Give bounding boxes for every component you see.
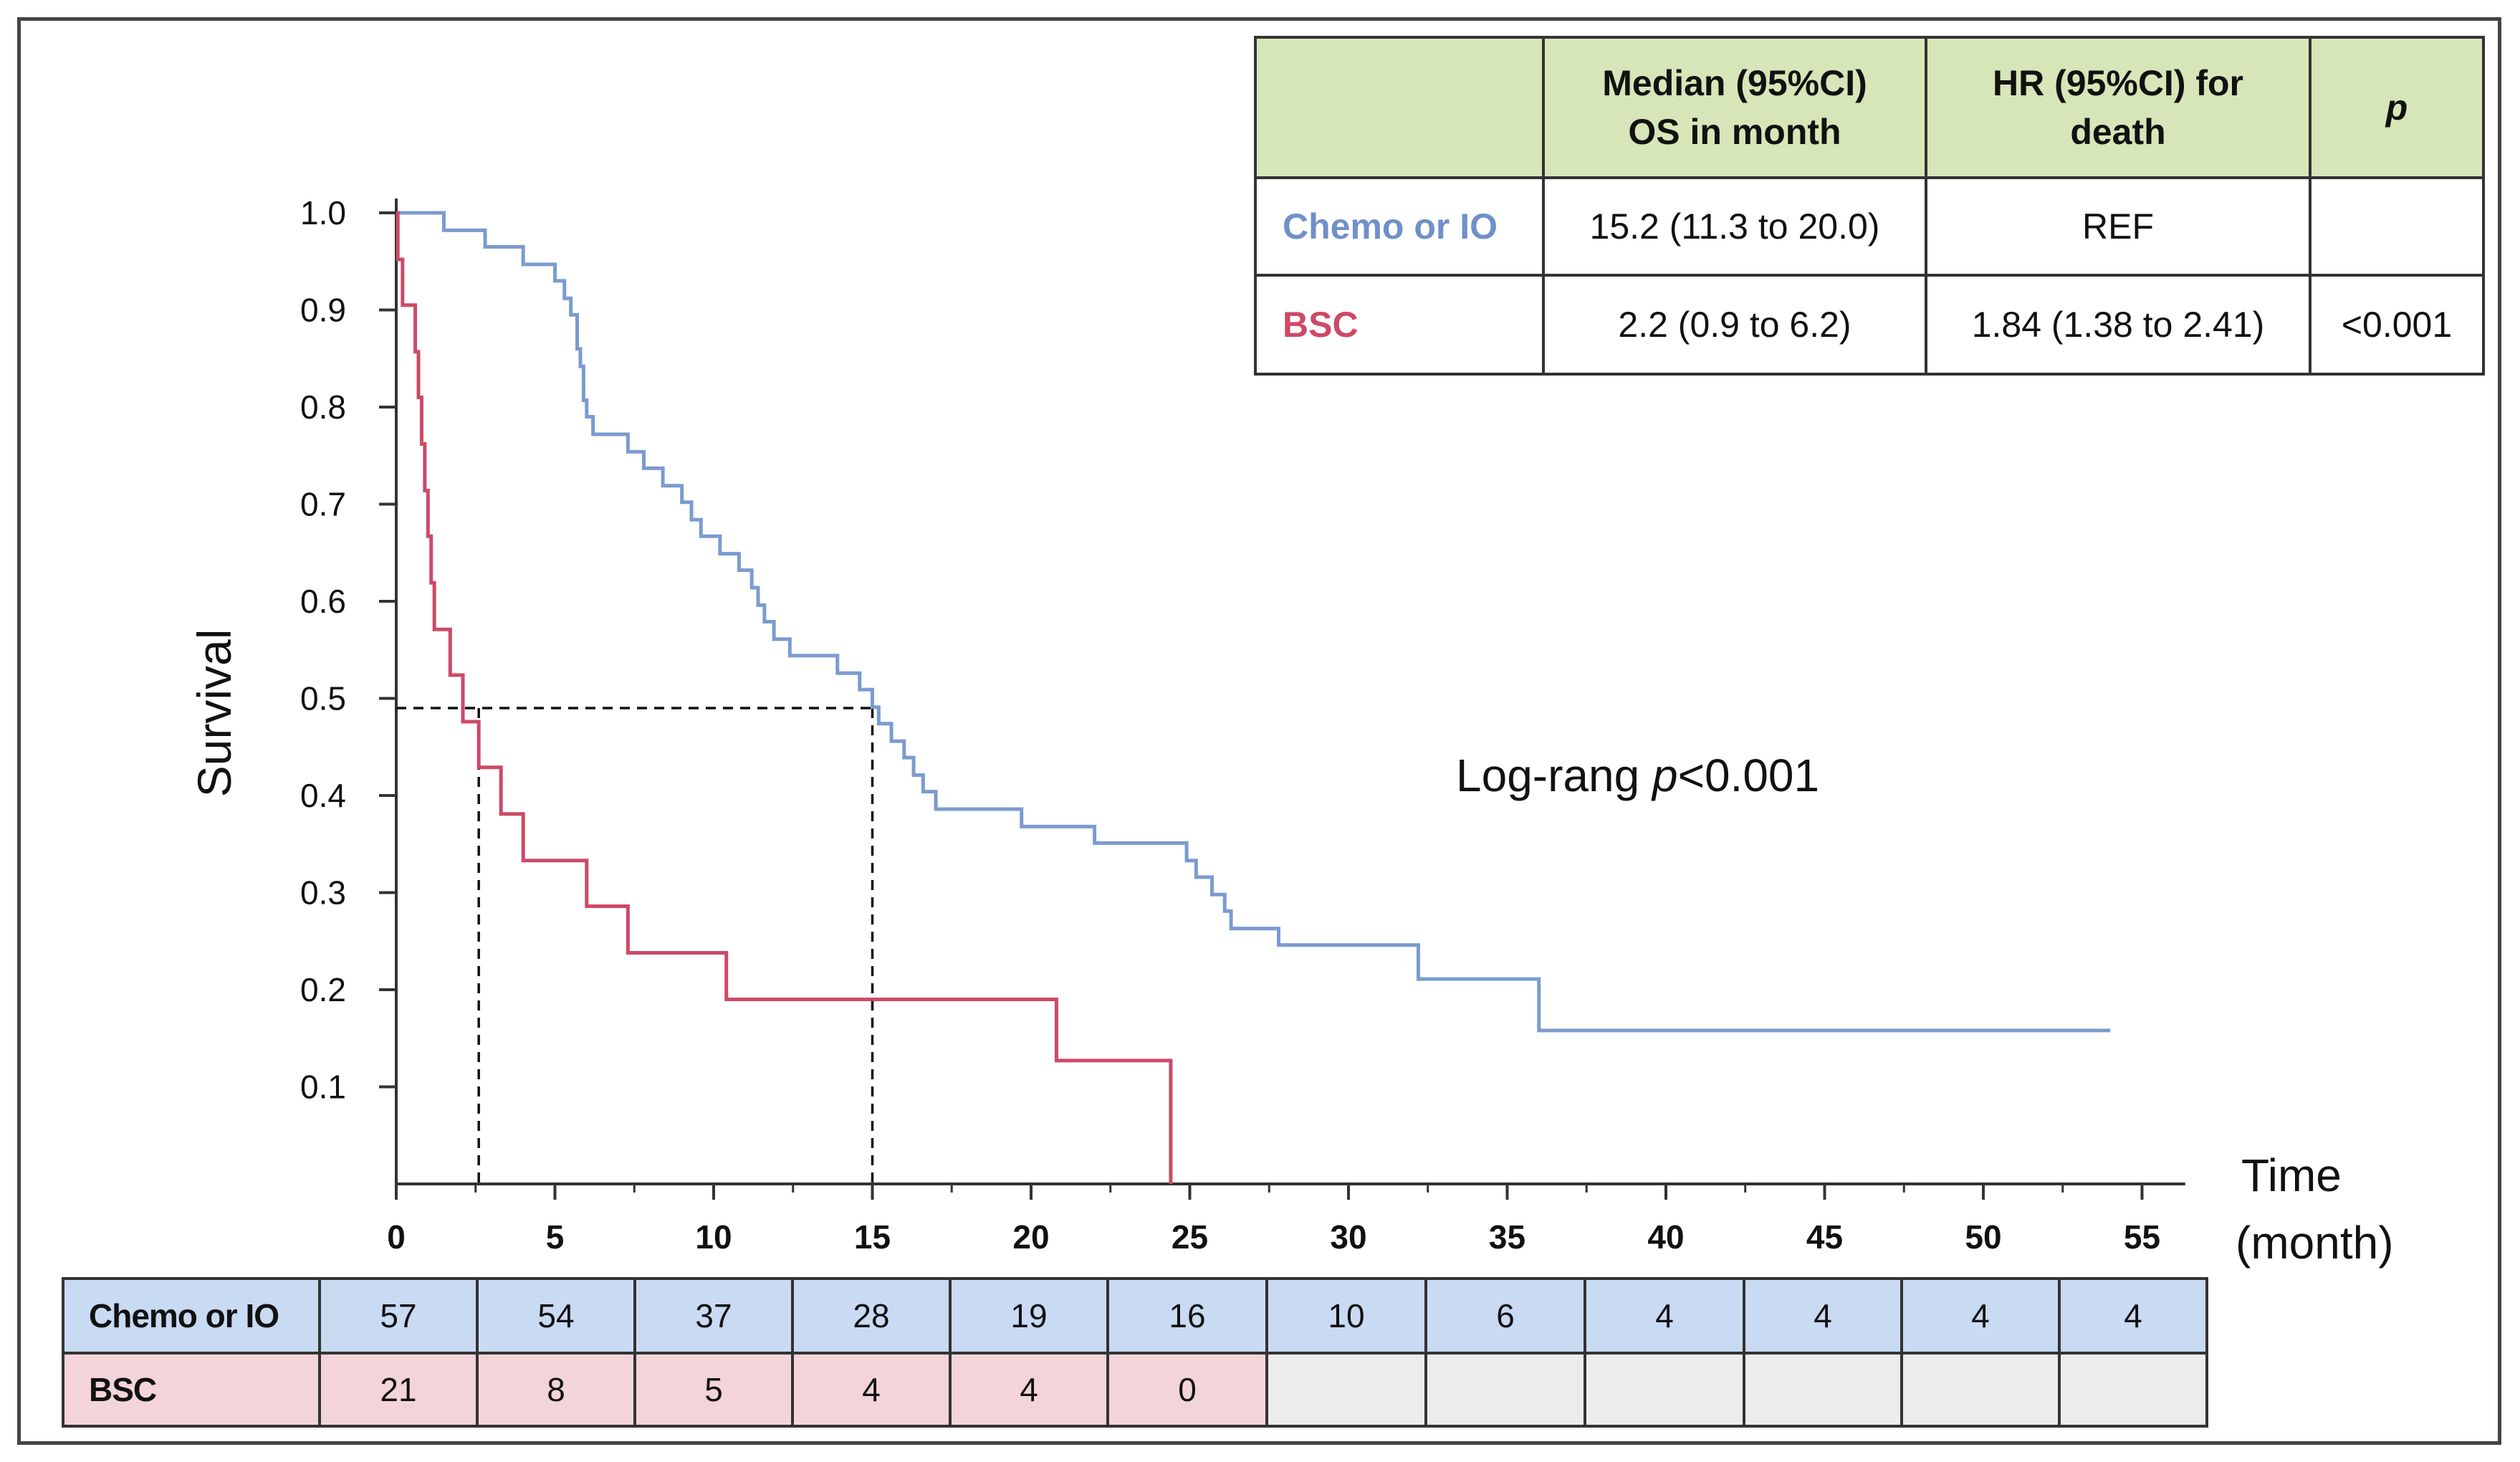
risk-cell: 28	[791, 1277, 952, 1354]
x-tick-label: 50	[1965, 1218, 2001, 1256]
stats-median-bsc: 2.2 (0.9 to 6.2)	[1542, 274, 1927, 376]
stats-p-bsc: <0.001	[2309, 274, 2485, 376]
risk-table: Chemo or IO 57 54 37 28 19 16 10 6 4 4 4…	[62, 1277, 2208, 1428]
x-tick-label: 30	[1330, 1218, 1366, 1256]
risk-cell: 10	[1265, 1277, 1427, 1354]
stats-header-p: p	[2309, 36, 2485, 179]
y-tick-label: 0.2	[300, 971, 346, 1008]
x-tick-label: 45	[1806, 1218, 1843, 1256]
stats-header-hr: HR (95%CI) for death	[1925, 36, 2311, 179]
risk-cell: 4	[1743, 1277, 1903, 1354]
x-tick-label: 0	[387, 1218, 406, 1256]
risk-cell: 4	[2058, 1277, 2208, 1354]
x-tick-label: 35	[1489, 1218, 1525, 1256]
risk-label-bsc: BSC	[62, 1352, 321, 1428]
y-tick-label: 1.0	[300, 194, 346, 231]
risk-cell: 37	[633, 1277, 794, 1354]
stats-median-chemo: 15.2 (11.3 to 20.0)	[1542, 176, 1927, 277]
y-tick-label: 0.9	[300, 292, 346, 329]
risk-cell: 54	[476, 1277, 636, 1354]
x-axis-title-line1: Time	[2241, 1150, 2342, 1201]
stats-hr-bsc: 1.84 (1.38 to 2.41)	[1925, 274, 2311, 376]
curve-chemo-or-io	[396, 211, 2111, 1033]
y-axis-title: Survival	[188, 629, 241, 798]
stats-hr-chemo: REF	[1925, 176, 2311, 277]
risk-cell: 21	[318, 1352, 479, 1428]
x-tick-label: 10	[695, 1218, 732, 1256]
x-tick-label: 40	[1647, 1218, 1684, 1256]
stats-row-chemo: Chemo or IO 15.2 (11.3 to 20.0) REF	[1254, 176, 2485, 277]
logrank-annotation: Log-rang p<0.001	[1456, 750, 1819, 801]
stats-header-row: Median (95%CI) OS in month HR (95%CI) fo…	[1254, 36, 2485, 179]
risk-cell: 6	[1424, 1277, 1586, 1354]
y-tick-label: 0.7	[300, 486, 346, 523]
risk-row-chemo: Chemo or IO 57 54 37 28 19 16 10 6 4 4 4…	[62, 1277, 2208, 1354]
y-tick-label: 0.1	[300, 1069, 346, 1106]
x-tick-label: 5	[546, 1218, 565, 1256]
y-tick-label: 0.5	[300, 680, 346, 717]
stats-p-chemo	[2309, 176, 2485, 277]
y-tick-label: 0.8	[300, 388, 346, 426]
stats-table: Median (95%CI) OS in month HR (95%CI) fo…	[1254, 36, 2485, 376]
risk-cell: 4	[949, 1352, 1109, 1428]
risk-cell: 4	[1900, 1277, 2061, 1354]
risk-label-chemo: Chemo or IO	[62, 1277, 321, 1354]
risk-cell-empty	[1584, 1352, 1745, 1428]
risk-cell: 4	[1584, 1277, 1745, 1354]
risk-cell-empty	[1424, 1352, 1586, 1428]
risk-cell: 4	[791, 1352, 952, 1428]
x-tick-label: 25	[1172, 1218, 1208, 1256]
stats-header-group	[1254, 36, 1545, 179]
risk-cell: 5	[633, 1352, 794, 1428]
curve-bsc	[396, 211, 1173, 1184]
x-tick-label: 20	[1012, 1218, 1049, 1256]
y-tick-label: 0.4	[300, 777, 346, 814]
stats-row-bsc: BSC 2.2 (0.9 to 6.2) 1.84 (1.38 to 2.41)…	[1254, 274, 2485, 376]
risk-cell: 16	[1106, 1277, 1268, 1354]
risk-cell: 8	[476, 1352, 636, 1428]
risk-cell-empty	[1265, 1352, 1427, 1428]
stats-group-bsc: BSC	[1254, 274, 1545, 376]
x-tick-label: 55	[2124, 1218, 2160, 1256]
risk-cell-empty	[1743, 1352, 1903, 1428]
y-tick-label: 0.3	[300, 874, 346, 912]
stats-header-median: Median (95%CI) OS in month	[1542, 36, 1927, 179]
x-axis-title-line2: (month)	[2236, 1217, 2394, 1268]
risk-cell: 57	[318, 1277, 479, 1354]
x-tick-label: 15	[854, 1218, 891, 1256]
stats-group-chemo: Chemo or IO	[1254, 176, 1545, 277]
y-tick-label: 0.6	[300, 583, 346, 620]
risk-row-bsc: BSC 21 8 5 4 4 0	[62, 1352, 2208, 1428]
risk-cell: 19	[949, 1277, 1109, 1354]
risk-cell: 0	[1106, 1352, 1268, 1428]
risk-cell-empty	[1900, 1352, 2061, 1428]
risk-cell-empty	[2058, 1352, 2208, 1428]
